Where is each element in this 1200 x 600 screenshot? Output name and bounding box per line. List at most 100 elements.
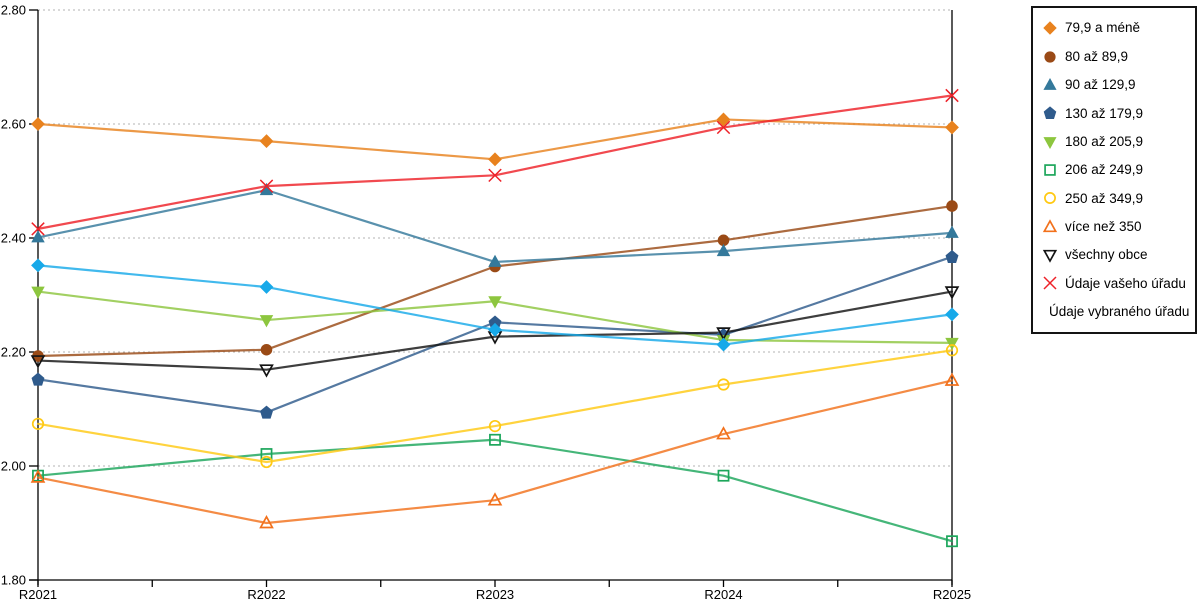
series-markers-6	[31, 344, 959, 469]
legend-triangle-down-icon	[1043, 136, 1057, 149]
diamond-marker	[31, 117, 45, 131]
pentagon-marker	[260, 405, 273, 419]
legend-pentagon-icon	[1043, 106, 1057, 120]
triangle-down-marker	[1042, 249, 1058, 263]
circle-marker	[260, 455, 273, 469]
circle-marker	[946, 200, 958, 212]
circle-marker	[1044, 192, 1056, 205]
legend-label: 90 až 129,9	[1065, 77, 1136, 93]
legend-item-6: 250 až 349,9	[1042, 190, 1189, 206]
y-tick-label: 2.20	[1, 345, 26, 360]
series-markers-2	[31, 182, 959, 267]
legend-label: 180 až 205,9	[1065, 133, 1144, 149]
triangle-up-marker	[716, 243, 731, 257]
series-markers-9	[31, 88, 959, 236]
y-tick-label: 2.60	[1, 117, 26, 132]
pentagon-marker	[1043, 106, 1057, 120]
square-marker	[489, 433, 501, 446]
triangle-up-marker	[488, 254, 502, 267]
series-markers-0	[31, 112, 959, 167]
legend-circle-icon	[1044, 192, 1056, 205]
legend-item-1: 80 až 89,9	[1042, 49, 1189, 65]
triangle-down-marker	[30, 355, 46, 369]
triangle-up-marker	[30, 469, 46, 483]
triangle-down-marker	[716, 327, 731, 341]
x-category-label: R2023	[476, 587, 514, 600]
plot-area: 1.80 2.00 2.20 2.40 2.60 2.80 R2021 R2022 R2023 R…	[1, 3, 971, 600]
x-category-label: R2024	[704, 587, 742, 600]
diamond-marker	[716, 337, 731, 352]
diamond-marker	[259, 134, 274, 149]
circle-marker	[1044, 50, 1056, 63]
legend-label: 80 až 89,9	[1065, 48, 1129, 64]
circle-marker	[260, 343, 273, 356]
triangle-down-marker	[488, 296, 502, 309]
diamond-marker	[259, 280, 274, 294]
diamond-marker	[31, 258, 45, 273]
legend-x-icon	[1043, 276, 1057, 290]
x-category-label: R2025	[933, 587, 971, 600]
square-marker	[1044, 164, 1056, 176]
series-line-6	[36, 349, 954, 464]
legend-item-3: 130 až 179,9	[1042, 105, 1189, 121]
triangle-up-marker	[945, 225, 959, 238]
series-line-7	[36, 379, 954, 525]
legend-label: 79,9 a méně	[1065, 20, 1141, 36]
legend-item-9: Údaje vašeho úřadu	[1042, 275, 1189, 291]
triangle-down-marker	[259, 364, 274, 378]
triangle-down-marker	[945, 337, 959, 351]
circle-marker	[31, 417, 45, 430]
legend-label: 250 až 349,9	[1065, 190, 1144, 206]
diamond-marker	[945, 120, 959, 135]
legend-label: 130 až 179,9	[1065, 105, 1144, 121]
pentagon-marker	[945, 249, 959, 264]
diamond-marker	[945, 307, 959, 322]
series-markers-5	[32, 433, 958, 548]
x-marker	[1043, 276, 1057, 290]
triangle-up-marker	[487, 492, 503, 506]
triangle-up-marker	[1043, 77, 1057, 90]
legend-item-7: více než 350	[1042, 218, 1189, 235]
legend-label: všechny obce	[1065, 247, 1148, 263]
x-marker	[716, 120, 731, 135]
legend-item-10: Údaje vybraného úřadu	[1042, 304, 1189, 320]
triangle-down-marker	[1043, 136, 1057, 149]
y-tick-label: 2.00	[1, 459, 26, 474]
diamond-marker	[1043, 21, 1057, 35]
triangle-up-marker	[31, 230, 45, 243]
triangle-up-marker	[1042, 218, 1058, 232]
x-category-label: R2022	[247, 587, 285, 600]
legend-triangle-up-icon	[1043, 77, 1057, 90]
series-markers-7	[30, 372, 960, 529]
y-tick-label: 1.80	[1, 573, 26, 588]
legend-item-8: všechny obce	[1042, 247, 1189, 263]
x-marker	[31, 222, 45, 236]
circle-marker	[717, 378, 730, 391]
legend-label: Údaje vybraného úřadu	[1049, 304, 1190, 320]
series-markers-10	[31, 258, 959, 352]
square-marker	[717, 469, 730, 482]
legend-diamond-icon	[1043, 21, 1057, 35]
square-marker	[946, 535, 958, 548]
legend-triangle-down-icon	[1042, 249, 1058, 263]
y-tick-label: 2.80	[1, 3, 26, 18]
legend-square-icon	[1044, 164, 1056, 176]
x-marker	[259, 179, 274, 193]
legend-item-5: 206 až 249,9	[1042, 162, 1189, 178]
y-tick-label: 2.40	[1, 231, 26, 246]
x-category-label: R2021	[19, 587, 57, 600]
legend-item-0: 79,9 a méně	[1042, 20, 1189, 36]
legend-label: více než 350	[1065, 218, 1142, 234]
diamond-marker	[488, 322, 502, 337]
triangle-up-marker	[716, 426, 731, 440]
x-marker	[945, 88, 959, 103]
triangle-up-marker	[259, 515, 274, 529]
square-marker	[260, 448, 273, 460]
legend-item-4: 180 až 205,9	[1042, 134, 1189, 150]
triangle-down-marker	[259, 315, 274, 328]
diamond-marker	[716, 112, 731, 127]
triangle-up-marker	[944, 372, 960, 386]
pentagon-marker	[31, 372, 45, 386]
legend-item-2: 90 až 129,9	[1042, 77, 1189, 93]
